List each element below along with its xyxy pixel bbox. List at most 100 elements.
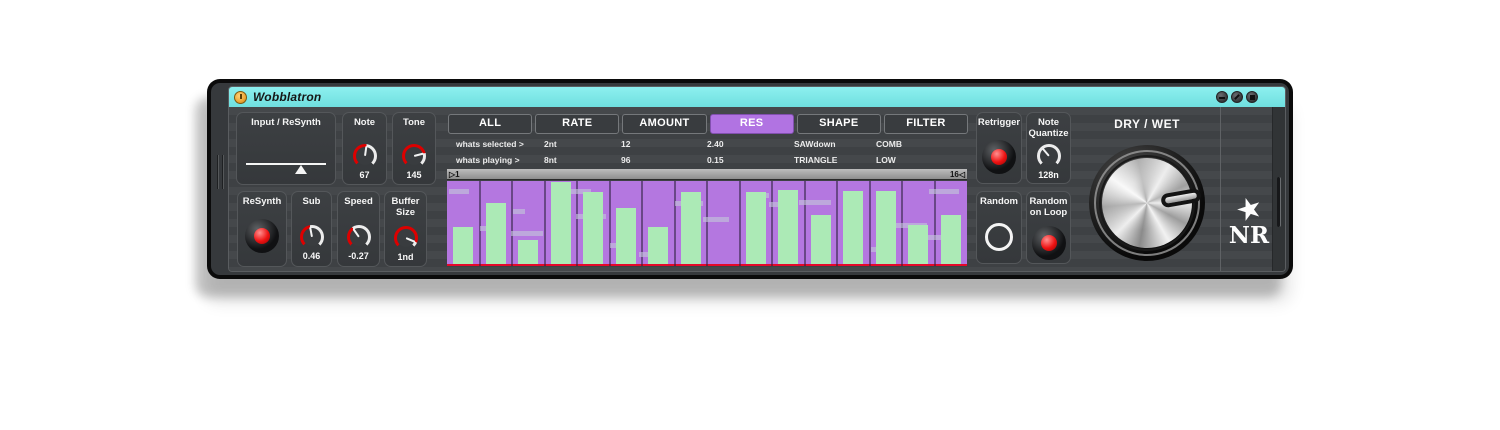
dry-wet-knob[interactable] bbox=[1089, 145, 1205, 261]
range-end: 16◁ bbox=[949, 170, 965, 179]
sequencer-column-separator bbox=[868, 181, 871, 266]
sequencer-column-separator bbox=[641, 181, 643, 266]
brand-logo: ★ NR bbox=[1224, 190, 1274, 249]
resynth-label: ReSynth bbox=[242, 196, 282, 207]
random-panel: Random bbox=[976, 191, 1022, 264]
sequencer-step-10[interactable] bbox=[745, 192, 766, 264]
sequencer-step-11[interactable] bbox=[778, 190, 799, 264]
sequencer-step-13[interactable] bbox=[843, 191, 864, 264]
sequencer-column-separator bbox=[771, 181, 773, 266]
sequencer-step-4[interactable] bbox=[550, 182, 571, 264]
retrigger-label: Retrigger bbox=[977, 117, 1021, 128]
buffer-size-knob[interactable] bbox=[393, 226, 418, 250]
sequencer-step-1[interactable] bbox=[453, 227, 474, 264]
sequencer-column-separator bbox=[738, 181, 741, 266]
info-selected-value-1: 12 bbox=[621, 139, 631, 149]
edit-icon[interactable] bbox=[1231, 91, 1243, 103]
speed-knob[interactable] bbox=[346, 225, 371, 249]
random-on-loop-panel: Random on Loop bbox=[1026, 191, 1071, 264]
main-panel: Input / ReSynth Note 67 Tone bbox=[229, 107, 1285, 271]
info-selected-value-0: 2nt bbox=[544, 139, 557, 149]
sequencer-ghost-segment bbox=[703, 217, 729, 222]
sequencer-step-7[interactable] bbox=[648, 227, 669, 264]
sequencer-column-separator bbox=[511, 181, 513, 266]
info-selected-value-3: SAWdown bbox=[794, 139, 836, 149]
info-playing-value-3: TRIANGLE bbox=[794, 155, 838, 165]
sequencer-step-5[interactable] bbox=[583, 192, 604, 264]
brand-text: NR bbox=[1228, 222, 1270, 249]
sequencer-column-separator bbox=[933, 181, 936, 266]
buffer-size-panel: Buffer Size 1nd bbox=[384, 191, 427, 267]
note-quantize-value: 128n bbox=[1038, 170, 1059, 180]
tab-rate[interactable]: RATE bbox=[535, 114, 620, 134]
sequencer-column-separator bbox=[608, 181, 611, 266]
buffer-size-label: Buffer Size bbox=[391, 196, 420, 218]
random-on-loop-label: Random on Loop bbox=[1029, 196, 1068, 218]
sequencer-step-3[interactable] bbox=[518, 240, 539, 264]
tab-amount[interactable]: AMOUNT bbox=[622, 114, 707, 134]
sequencer-ghost-segment bbox=[511, 231, 543, 236]
buffer-size-value: 1nd bbox=[397, 252, 414, 262]
info-playing-value-0: 8nt bbox=[544, 155, 557, 165]
keyboard-map-icon[interactable] bbox=[1216, 91, 1228, 103]
sub-panel: Sub 0.46 bbox=[291, 191, 332, 267]
speed-value: -0.27 bbox=[348, 251, 369, 261]
sequencer-ghost-segment bbox=[513, 209, 525, 214]
sequencer-step-15[interactable] bbox=[908, 225, 929, 264]
sequencer-ghost-segment bbox=[565, 189, 591, 194]
sequencer-ghost-segment bbox=[799, 200, 831, 205]
info-playing-value-1: 96 bbox=[621, 155, 631, 165]
input-resynth-slider-handle[interactable] bbox=[294, 165, 307, 174]
sequencer-ghost-segment bbox=[449, 189, 469, 194]
sequencer-step-16[interactable] bbox=[940, 215, 961, 264]
sequencer-column-separator bbox=[706, 181, 708, 266]
save-icon[interactable] bbox=[1246, 91, 1258, 103]
scrollbar-handle[interactable] bbox=[1277, 177, 1281, 227]
note-quantize-label: Note Quantize bbox=[1028, 117, 1069, 139]
sub-knob[interactable] bbox=[299, 225, 324, 249]
info-row-playing: whats playing > 8nt 96 0.15 TRIANGLE LOW bbox=[448, 155, 978, 167]
sequencer-column-separator bbox=[673, 181, 676, 266]
speed-label: Speed bbox=[344, 196, 373, 207]
sequencer-column-separator bbox=[543, 181, 546, 266]
sub-label: Sub bbox=[302, 196, 321, 207]
tone-value: 145 bbox=[406, 170, 422, 180]
device-frame: Wobblatron Input / ReSynth Note bbox=[211, 83, 1289, 275]
device-drag-handle[interactable] bbox=[214, 83, 227, 275]
note-panel: Note 67 bbox=[342, 112, 387, 185]
tab-filter[interactable]: FILTER bbox=[883, 114, 969, 134]
input-resynth-label: Input / ReSynth bbox=[251, 117, 321, 128]
sequencer-range-bar[interactable]: ▷1 16◁ bbox=[447, 169, 967, 180]
retrigger-panel: Retrigger bbox=[976, 112, 1022, 184]
tone-knob[interactable] bbox=[402, 144, 426, 168]
range-start: ▷1 bbox=[449, 170, 460, 179]
range-start-arrow: ▷ bbox=[449, 170, 456, 179]
tab-all[interactable]: ALL bbox=[448, 114, 533, 134]
sequencer-step-14[interactable] bbox=[875, 191, 896, 264]
sequencer-ghost-segment bbox=[925, 235, 955, 240]
device-content: Wobblatron Input / ReSynth Note bbox=[228, 86, 1286, 272]
tab-res[interactable]: RES bbox=[709, 114, 794, 134]
title-bar: Wobblatron bbox=[229, 87, 1285, 107]
input-resynth-slider-track bbox=[246, 163, 326, 165]
device-scrollbar[interactable] bbox=[1272, 107, 1285, 271]
resynth-button[interactable] bbox=[245, 219, 279, 253]
retrigger-button[interactable] bbox=[982, 140, 1016, 174]
sequencer-grid[interactable] bbox=[447, 181, 967, 266]
info-playing-value-2: 0.15 bbox=[707, 155, 724, 165]
resynth-panel: ReSynth bbox=[237, 191, 287, 267]
info-selected-value-2: 2.40 bbox=[707, 139, 724, 149]
tab-shape[interactable]: SHAPE bbox=[796, 114, 881, 134]
random-button[interactable] bbox=[985, 223, 1013, 251]
note-knob[interactable] bbox=[352, 144, 377, 168]
random-on-loop-button[interactable] bbox=[1031, 226, 1066, 260]
range-end-arrow: ◁ bbox=[958, 170, 965, 179]
sequencer-step-8[interactable] bbox=[680, 192, 701, 264]
sequencer-step-6[interactable] bbox=[615, 208, 636, 264]
sequencer-step-2[interactable] bbox=[485, 203, 506, 264]
sequencer-ghost-segment bbox=[929, 189, 959, 194]
device-power-icon[interactable] bbox=[234, 90, 247, 104]
sequencer-step-12[interactable] bbox=[810, 215, 831, 264]
section-divider bbox=[1220, 107, 1221, 271]
note-quantize-knob[interactable] bbox=[1036, 144, 1061, 168]
